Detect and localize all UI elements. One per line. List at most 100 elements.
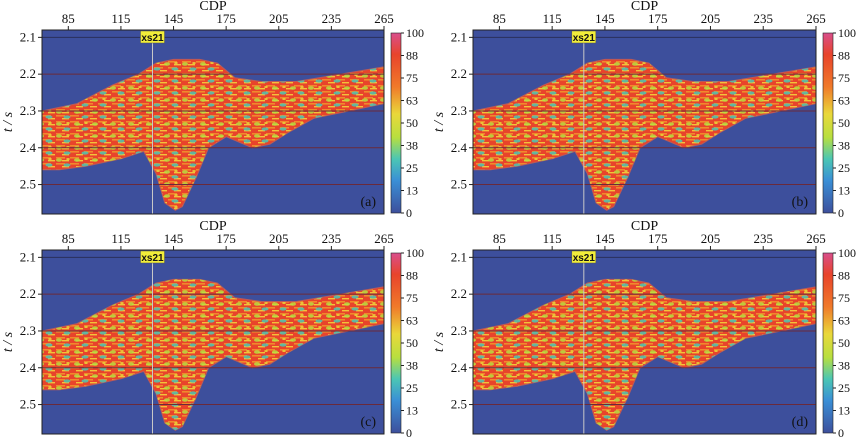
plot-frame	[472, 249, 817, 435]
colorbar-tick-label: 13	[838, 404, 850, 418]
x-tick-label: 265	[806, 231, 826, 246]
y-tick-label: 2.1	[451, 29, 467, 44]
colorbar-tick-label: 63	[406, 94, 418, 108]
y-tick-label: 2.2	[451, 286, 467, 301]
seismic-texture	[473, 59, 816, 211]
colorbar-tick-label: 25	[838, 161, 850, 175]
panel-label: (a)	[360, 195, 376, 210]
plot-frame	[41, 249, 385, 435]
panel-b: xs21 85 115 145 175 205 235 265 CDP 2.1 2.2 2.3 2.4 2…	[432, 0, 856, 220]
y-tick-label: 2.2	[20, 286, 36, 301]
xs21-marker-label: xs21	[141, 33, 164, 44]
x-tick-label: 265	[374, 11, 394, 26]
x-tick-label: 145	[164, 231, 184, 246]
y-tick-label: 2.4	[20, 140, 37, 155]
y-tick-label: 2.1	[20, 29, 36, 44]
seismic-texture	[42, 59, 384, 211]
plot-frame	[41, 29, 385, 215]
x-axis-title: CDP	[631, 0, 658, 14]
y-tick-label: 2.1	[20, 249, 36, 264]
x-tick-label: 115	[543, 11, 562, 26]
colorbar-tick-label: 75	[406, 291, 418, 305]
panel-a: xs21 85 115 145 175 205 235 265 CDP 2.1 2.2 2.3 2.4 2…	[1, 0, 424, 220]
x-tick-label: 115	[111, 231, 130, 246]
y-tick-label: 2.5	[20, 177, 36, 192]
x-tick-label: 115	[111, 11, 130, 26]
x-tick-label: 85	[62, 11, 75, 26]
y-tick-label: 2.4	[20, 360, 37, 375]
y-tick-label: 2.4	[451, 140, 468, 155]
xs21-marker-box	[571, 250, 597, 264]
x-tick-label: 235	[753, 11, 773, 26]
colorbar-tick-label: 25	[838, 381, 850, 395]
colorbar	[390, 252, 402, 434]
xs21-marker-box	[140, 250, 165, 264]
x-tick-label: 235	[322, 231, 342, 246]
y-tick-label: 2.3	[20, 103, 36, 118]
y-axis-title: t / s	[1, 111, 16, 132]
colorbar-tick-label: 0	[838, 426, 844, 437]
colorbar-tick-label: 100	[838, 26, 856, 40]
colorbar-tick-label: 50	[838, 336, 850, 350]
y-axis-title: t / s	[432, 111, 447, 132]
x-tick-label: 145	[595, 11, 615, 26]
colorbar-tick-label: 100	[838, 246, 856, 260]
colorbar-tick-label: 38	[406, 139, 418, 153]
colorbar-tick-label: 63	[838, 94, 850, 108]
colorbar	[390, 32, 402, 214]
y-tick-label: 2.5	[451, 397, 467, 412]
colorbar-tick-label: 13	[406, 404, 418, 418]
colorbar-tick-label: 38	[838, 139, 850, 153]
x-tick-label: 85	[62, 231, 75, 246]
colorbar-tick-label: 88	[406, 49, 418, 63]
x-tick-label: 205	[269, 231, 289, 246]
x-tick-label: 145	[595, 231, 615, 246]
y-tick-label: 2.2	[451, 66, 467, 81]
colorbar	[822, 252, 834, 434]
colorbar-tick-label: 50	[406, 336, 418, 350]
x-tick-label: 205	[701, 231, 721, 246]
x-tick-label: 175	[648, 231, 668, 246]
x-tick-label: 235	[753, 231, 773, 246]
colorbar-tick-label: 88	[838, 49, 850, 63]
colorbar-tick-label: 50	[838, 116, 850, 130]
colorbar-tick-label: 75	[838, 291, 850, 305]
x-tick-label: 265	[806, 11, 826, 26]
x-tick-label: 205	[701, 11, 721, 26]
x-axis-title: CDP	[199, 219, 226, 234]
colorbar-tick-label: 0	[838, 206, 844, 220]
y-axis-title: t / s	[1, 331, 16, 352]
x-axis-title: CDP	[631, 219, 658, 234]
colorbar-tick-label: 13	[838, 184, 850, 198]
x-tick-label: 265	[374, 231, 394, 246]
x-tick-label: 85	[493, 231, 506, 246]
plot-frame	[472, 29, 817, 215]
y-tick-label: 2.3	[20, 323, 36, 338]
x-tick-label: 115	[543, 231, 562, 246]
colorbar-tick-label: 63	[406, 314, 418, 328]
panel-label: (b)	[792, 195, 809, 210]
panel-label: (d)	[792, 415, 809, 430]
colorbar-tick-label: 75	[838, 71, 850, 85]
y-tick-label: 2.3	[451, 323, 467, 338]
colorbar-tick-label: 25	[406, 161, 418, 175]
colorbar-tick-label: 0	[406, 206, 412, 220]
colorbar-tick-label: 38	[838, 359, 850, 373]
colorbar	[822, 32, 834, 214]
xs21-marker-box	[140, 30, 165, 44]
y-tick-label: 2.3	[451, 103, 467, 118]
panel-d: xs21 85 115 145 175 205 235 265 CDP 2.1 2.2 2.3 2.4 2…	[432, 219, 856, 437]
x-axis-title: CDP	[199, 0, 226, 14]
colorbar-tick-label: 0	[406, 426, 412, 437]
y-tick-label: 2.4	[451, 360, 468, 375]
colorbar-tick-label: 100	[406, 246, 424, 260]
colorbar-tick-label: 63	[838, 314, 850, 328]
seismic-texture	[42, 279, 384, 431]
x-tick-label: 175	[216, 11, 236, 26]
x-tick-label: 175	[216, 231, 236, 246]
x-tick-label: 205	[269, 11, 289, 26]
colorbar-tick-label: 100	[406, 26, 424, 40]
colorbar-tick-label: 88	[838, 269, 850, 283]
x-tick-label: 175	[648, 11, 668, 26]
x-tick-label: 85	[493, 11, 506, 26]
